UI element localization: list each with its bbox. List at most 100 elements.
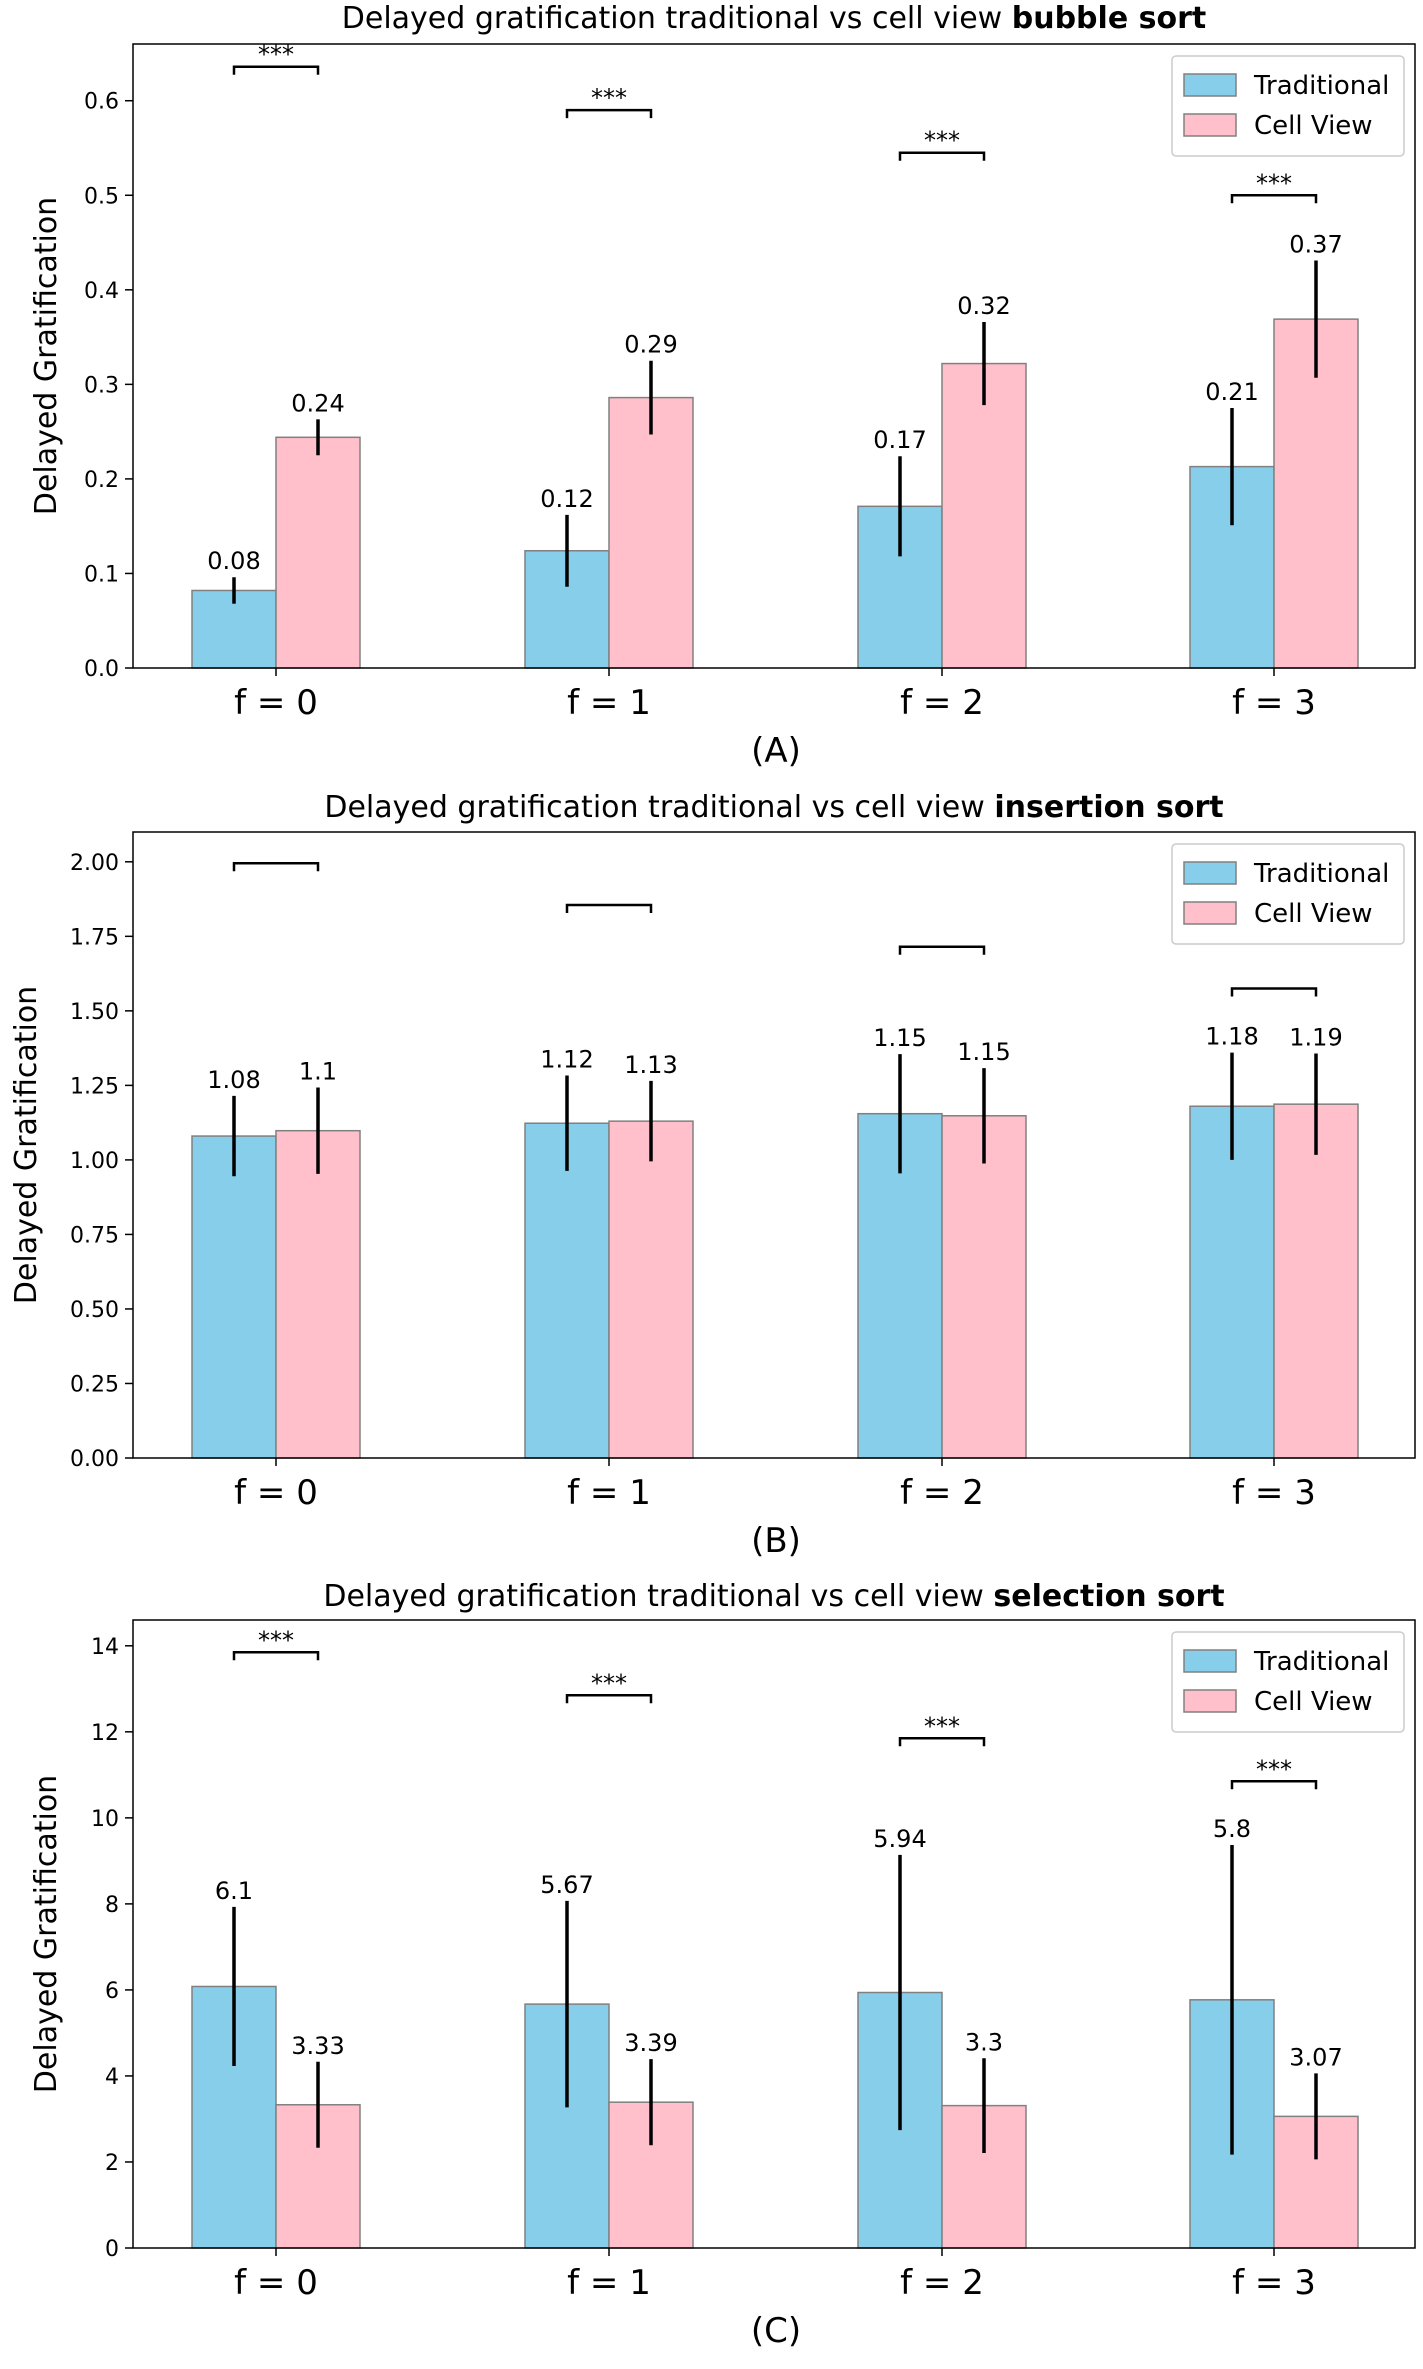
x-tick-label: f = 1 <box>567 1473 651 1513</box>
y-tick-label: 0.75 <box>70 1223 119 1248</box>
data-label: 0.29 <box>624 331 677 359</box>
y-tick-label: 0.00 <box>70 1447 119 1472</box>
data-label: 1.12 <box>540 1046 593 1074</box>
data-label: 1.15 <box>957 1038 1010 1066</box>
data-label: 1.15 <box>873 1024 926 1052</box>
data-label: 1.19 <box>1289 1023 1342 1051</box>
data-label: 5.67 <box>540 1871 593 1899</box>
panel-label: (A) <box>751 731 801 771</box>
data-label: 6.1 <box>215 1877 253 1905</box>
panel-label: (B) <box>751 1521 801 1561</box>
y-tick-label: 0.5 <box>84 184 119 209</box>
significance-bracket <box>565 108 653 119</box>
bar-traditional <box>524 1122 610 1459</box>
chart-title-main: Delayed gratification traditional vs cel… <box>324 790 994 825</box>
x-tick-label: f = 3 <box>1232 1473 1316 1513</box>
y-tick-label: 2 <box>105 2151 119 2176</box>
x-tick-label: f = 2 <box>900 1473 984 1513</box>
data-label: 3.3 <box>965 2028 1003 2056</box>
y-tick-label: 1.00 <box>70 1149 119 1174</box>
y-tick-label: 0.3 <box>84 373 119 398</box>
y-tick-label: 4 <box>105 2065 119 2090</box>
legend-swatch-traditional <box>1183 1649 1237 1673</box>
chart-title-bold: insertion sort <box>994 790 1223 825</box>
data-label: 1.1 <box>299 1057 337 1085</box>
x-tick-label: f = 1 <box>567 683 651 723</box>
x-tick-label: f = 0 <box>234 1473 318 1513</box>
y-tick-label: 0.1 <box>84 562 119 587</box>
significance-label: *** <box>924 127 960 155</box>
y-tick-label: 8 <box>105 1893 119 1918</box>
y-axis-label: Delayed Gratification <box>29 197 64 515</box>
significance-bracket <box>232 1651 320 1661</box>
data-label: 0.37 <box>1289 231 1342 259</box>
y-tick-label: 12 <box>91 1721 119 1746</box>
significance-bracket <box>1230 194 1318 204</box>
legend-swatch-traditional <box>1183 861 1237 885</box>
significance-bracket <box>898 945 986 955</box>
chart-title-bold: selection sort <box>993 1579 1224 1614</box>
significance-bracket <box>565 1694 653 1704</box>
chart-title: Delayed gratification traditional vs cel… <box>323 1579 1224 1614</box>
bar-traditional <box>191 1135 277 1459</box>
data-label: 0.17 <box>873 426 926 454</box>
significance-bracket <box>232 862 320 872</box>
data-label: 0.24 <box>291 389 344 417</box>
y-tick-label: 10 <box>91 1807 119 1832</box>
x-tick-label: f = 3 <box>1232 683 1316 723</box>
y-tick-label: 1.75 <box>70 925 119 950</box>
y-axis-label: Delayed Gratification <box>29 1775 64 2093</box>
y-tick-label: 0.0 <box>84 657 119 682</box>
legend-swatch-cellview <box>1183 1689 1237 1713</box>
bar-traditional <box>1189 1105 1275 1459</box>
significance-label: *** <box>591 84 627 112</box>
bar-cellview <box>941 362 1027 669</box>
x-tick-label: f = 2 <box>900 683 984 723</box>
significance-bracket <box>1230 1780 1318 1790</box>
bar-cellview <box>275 1129 361 1459</box>
legend-swatch-cellview <box>1183 113 1237 137</box>
data-label: 5.94 <box>873 1825 926 1853</box>
y-tick-label: 0.6 <box>84 90 119 115</box>
legend: Traditional Cell View <box>1171 55 1405 157</box>
significance-bracket <box>565 903 653 914</box>
y-tick-label: 14 <box>91 1635 119 1660</box>
data-label: 0.12 <box>540 485 593 513</box>
legend-label: Cell View <box>1254 1687 1373 1717</box>
significance-bracket <box>232 65 320 75</box>
y-tick-label: 0.2 <box>84 468 119 493</box>
axes-frame <box>132 43 1416 669</box>
significance-bracket <box>898 1737 986 1747</box>
legend-swatch-traditional <box>1183 73 1237 97</box>
bar-cellview <box>608 1120 694 1459</box>
data-label: 3.07 <box>1289 2043 1342 2071</box>
y-tick-label: 0.25 <box>70 1372 119 1397</box>
legend-label: Traditional <box>1253 1647 1389 1677</box>
data-label: 1.08 <box>207 1066 260 1094</box>
legend: Traditional Cell View <box>1171 1631 1405 1733</box>
x-tick-label: f = 0 <box>234 2263 318 2303</box>
significance-label: *** <box>1256 1755 1292 1783</box>
data-label: 3.39 <box>624 2029 677 2057</box>
bar-cellview <box>608 396 694 669</box>
significance-label: *** <box>924 1712 960 1740</box>
chart-panel-a: Delayed gratification traditional vs cel… <box>29 1 1416 771</box>
y-tick-label: 0 <box>105 2237 119 2262</box>
legend-label: Traditional <box>1253 859 1389 889</box>
legend-swatch-cellview <box>1183 901 1237 925</box>
legend: Traditional Cell View <box>1171 843 1405 945</box>
axes-frame <box>132 1619 1416 2249</box>
y-tick-label: 1.25 <box>70 1074 119 1099</box>
chart-title-main: Delayed gratification traditional vs cel… <box>342 1 1012 36</box>
y-axis-label: Delayed Gratification <box>9 986 44 1304</box>
y-tick-label: 1.50 <box>70 1000 119 1025</box>
data-label: 0.21 <box>1205 378 1258 406</box>
data-label: 1.13 <box>624 1051 677 1079</box>
chart-title: Delayed gratification traditional vs cel… <box>342 1 1206 36</box>
legend-label: Traditional <box>1253 71 1389 101</box>
y-tick-label: 6 <box>105 1979 119 2004</box>
significance-bracket <box>898 151 986 161</box>
chart-title: Delayed gratification traditional vs cel… <box>324 790 1223 825</box>
significance-label: *** <box>258 1626 294 1654</box>
